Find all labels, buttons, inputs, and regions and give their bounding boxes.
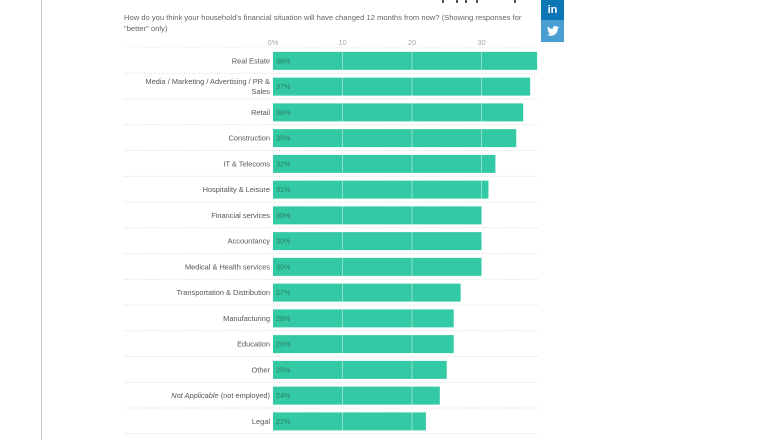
twitter-icon xyxy=(546,26,559,36)
bar-row: 37% Media / Marketing / Advertising / PR … xyxy=(124,77,538,100)
bar-row: 27% Transportation & Distribution xyxy=(124,283,538,306)
bar-row: 31% Hospitality & Leisure xyxy=(124,180,538,203)
category-label: Media / Marketing / Advertising / PR & xyxy=(146,77,271,86)
category-label: Education xyxy=(237,340,270,349)
bar xyxy=(273,154,496,173)
category-label-line2: Sales xyxy=(252,87,271,96)
category-label: Manufacturing xyxy=(223,314,270,323)
category-label: Medical & Health services xyxy=(185,262,270,271)
category-label: Not Applicable (not employed) xyxy=(171,391,270,400)
category-label: Hospitality & Leisure xyxy=(203,185,270,194)
bar-value-label: 25% xyxy=(276,365,291,374)
bar xyxy=(273,412,426,431)
category-label: Accountancy xyxy=(228,237,271,246)
bar-value-label: 27% xyxy=(276,288,291,297)
bar-value-label: 30% xyxy=(276,237,291,246)
bar xyxy=(273,257,482,276)
category-label: Other xyxy=(252,365,271,374)
bar-value-label: 24% xyxy=(276,391,291,400)
bar-value-label: 22% xyxy=(276,417,291,426)
bar-value-label: 26% xyxy=(276,340,291,349)
x-tick-label: 0% xyxy=(268,38,279,47)
bar xyxy=(273,283,461,302)
bar-value-label: 37% xyxy=(276,82,291,91)
category-label: IT & Telecoms xyxy=(223,159,270,168)
category-label: Transportation & Distribution xyxy=(177,288,270,297)
bar-value-label: 35% xyxy=(276,134,291,143)
category-label: Legal xyxy=(252,417,270,426)
bar-row: 30% Medical & Health services xyxy=(124,257,538,280)
category-label: Retail xyxy=(251,108,270,117)
category-label-italic: Not Applicable xyxy=(171,391,218,400)
category-label: Financial services xyxy=(211,211,270,220)
x-tick-label: 20 xyxy=(408,38,416,47)
chart-rows: 38% Real Estate 37% Media / Marketing / Adv… xyxy=(124,47,538,435)
page-left-border xyxy=(41,0,42,440)
bar-row: 36% Retail xyxy=(124,103,538,126)
bar xyxy=(273,103,524,122)
bar-value-label: 36% xyxy=(276,108,291,117)
x-axis-ticks: 0% 10 20 30 xyxy=(268,38,486,47)
bar-row: 26% Manufacturing xyxy=(124,309,538,332)
bar-row: 38% Real Estate xyxy=(124,51,538,74)
bar-row: 22% Legal xyxy=(124,412,538,435)
chart-subtitle: How do you think your household's financ… xyxy=(124,13,522,33)
clipped-title-descenders xyxy=(262,0,520,4)
category-label-suffix: (not employed) xyxy=(219,391,270,400)
x-tick-label: 30 xyxy=(477,38,485,47)
linkedin-share-button[interactable]: in xyxy=(541,0,564,20)
bar xyxy=(273,309,454,328)
bar-row: 30% Accountancy xyxy=(124,232,538,254)
bar xyxy=(273,180,489,199)
linkedin-icon: in xyxy=(547,4,558,16)
bar-value-label: 30% xyxy=(276,262,291,271)
category-label: Real Estate xyxy=(232,56,270,65)
bar-row: 30% Financial services xyxy=(124,206,538,229)
bar xyxy=(273,360,447,379)
bar-value-label: 31% xyxy=(276,185,291,194)
bar xyxy=(273,206,482,225)
bar-row: 32% IT & Telecoms xyxy=(124,154,538,177)
bar xyxy=(273,77,531,96)
bar xyxy=(273,386,440,405)
bar-value-label: 38% xyxy=(276,56,291,65)
bar-row: 35% Construction xyxy=(124,129,538,151)
bar-row: 26% Education xyxy=(124,335,538,357)
bar-value-label: 30% xyxy=(276,211,291,220)
x-tick-label: 10 xyxy=(338,38,346,47)
bar xyxy=(273,129,517,148)
bar-value-label: 26% xyxy=(276,314,291,323)
category-label: Construction xyxy=(229,134,271,143)
bar xyxy=(273,335,454,354)
bar-row: 25% Other xyxy=(124,360,538,383)
twitter-share-button[interactable] xyxy=(541,20,564,42)
bar xyxy=(273,232,482,251)
bar-value-label: 32% xyxy=(276,159,291,168)
bar xyxy=(273,51,538,70)
bar-row: 24% Not Applicable (not employed) xyxy=(124,386,538,409)
